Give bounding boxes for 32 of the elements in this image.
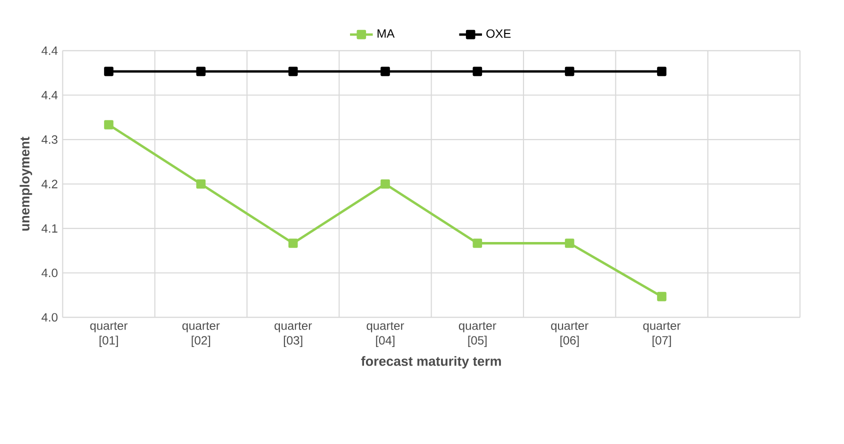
point [472, 66, 482, 76]
point [104, 120, 114, 130]
point [288, 66, 298, 76]
x-tick-label: quarter [05] [458, 322, 496, 347]
legend-label: OXE [486, 29, 511, 38]
x-tick-label: quarter [02] [182, 322, 220, 347]
point [564, 66, 574, 76]
point [657, 292, 666, 302]
y-axis-title: unemployment [20, 136, 32, 231]
point [380, 66, 390, 76]
point [104, 66, 114, 76]
point [380, 179, 390, 189]
point [196, 66, 206, 76]
y-tick-label: 4.4 [42, 46, 58, 55]
x-tick-label: quarter [03] [274, 322, 312, 347]
legend-label: MA [378, 29, 395, 38]
y-tick-label: 4.3 [42, 135, 58, 144]
y-tick-label: 4.1 [42, 224, 58, 233]
point [657, 66, 666, 76]
y-tick-label: 4.4 [42, 90, 58, 100]
y-tick-label: 4.2 [42, 180, 58, 188]
x-tick-label: quarter [06] [551, 322, 588, 347]
point [196, 179, 206, 189]
x-tick-label: quarter [01] [90, 322, 128, 347]
point [288, 238, 298, 248]
y-tick-label: 4.0 [42, 268, 58, 278]
point [472, 238, 482, 248]
x-axis-title: forecast maturity term [361, 356, 501, 369]
point [564, 238, 574, 248]
x-tick-label: quarter [07] [643, 322, 681, 347]
x-tick-label: quarter [04] [366, 322, 404, 347]
y-tick-label: 4.0 [42, 313, 58, 322]
